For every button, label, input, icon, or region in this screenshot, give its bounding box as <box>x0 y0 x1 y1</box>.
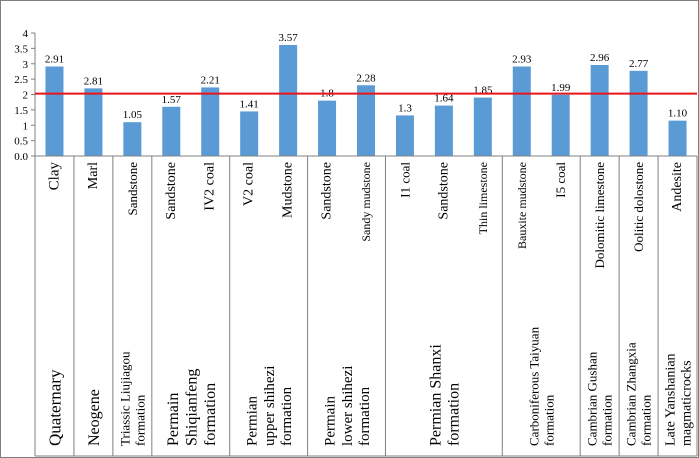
bar <box>45 66 64 156</box>
group-label: Triassic Liujiagouformation <box>117 351 147 446</box>
group-label: Permian Shanxiformation <box>427 344 462 446</box>
category-label: Mudstone <box>281 162 296 218</box>
category-label: Clay <box>46 162 62 191</box>
group-label: PermainShiqianfengformation <box>165 369 219 446</box>
data-label: 1.99 <box>551 82 571 94</box>
data-label: 1.05 <box>123 109 143 121</box>
y-tick-label: 1.5 <box>14 105 28 117</box>
data-label: 3.57 <box>278 32 298 44</box>
data-label: 1.85 <box>473 85 493 97</box>
group-label: Permainlower shiheziformation <box>323 366 374 446</box>
data-label: 2.91 <box>45 54 64 66</box>
category-table-lines <box>34 155 698 457</box>
category-labels: Clay Marl Sandstone Sandstone IV2 coal V2 coa… <box>46 162 685 269</box>
bar <box>512 66 531 156</box>
category-label: Sandstone <box>164 162 179 220</box>
bar <box>434 105 453 156</box>
group-label: Permianupper shiheziformation <box>245 366 296 446</box>
bar <box>279 44 298 156</box>
data-label: 1.57 <box>162 94 182 106</box>
bar <box>201 87 220 156</box>
category-label: IV2 coal <box>203 162 218 211</box>
bar <box>551 94 570 156</box>
group-label: Cambrian Zhangxiaformation <box>624 342 654 446</box>
category-label: Sandstone <box>320 162 335 220</box>
data-label: 1.3 <box>398 102 412 114</box>
bar <box>395 115 414 156</box>
y-tick-label: 3.5 <box>14 43 28 55</box>
y-tick-label: 0.5 <box>14 136 28 148</box>
data-label: 1.10 <box>668 108 688 120</box>
category-label: I1 coal <box>397 162 412 198</box>
y-tick-label: 4 <box>23 28 29 40</box>
group-label: Cambrian Gushanformation <box>585 351 615 446</box>
y-tick-label: 2.5 <box>14 74 28 86</box>
group-label: Late Yanshanianmagmaticrocks <box>663 353 694 446</box>
category-label: V2 coal <box>242 162 257 206</box>
bar <box>162 106 181 156</box>
group-label: Quaternary <box>45 369 64 446</box>
y-tick-label: 1 <box>23 120 29 132</box>
bar <box>318 100 337 156</box>
bar <box>357 85 375 156</box>
category-label: Andesite <box>670 162 685 212</box>
category-label: Bauxite mudstone <box>515 162 529 249</box>
bar <box>123 122 142 156</box>
category-label: I5 coal <box>553 162 568 198</box>
data-label: 2.93 <box>512 54 532 66</box>
group-label: Carboniferous Taiyuanformation <box>526 326 556 446</box>
y-tick-label: 2 <box>23 90 29 102</box>
y-tick-label: 0.0 <box>14 151 28 163</box>
data-label: 2.28 <box>356 72 376 84</box>
bar <box>668 120 687 156</box>
data-label: 1.41 <box>240 98 259 110</box>
bars <box>45 44 687 156</box>
data-label: 2.77 <box>629 58 649 70</box>
group-label: Neogene <box>86 389 103 446</box>
category-label: Sandstone <box>436 162 451 220</box>
data-label: 2.21 <box>201 74 220 86</box>
group-labels: Quaternary Neogene Triassic Liujiagouforma… <box>45 326 694 446</box>
category-label: Marl <box>86 162 101 189</box>
y-tick-label: 3 <box>23 59 29 71</box>
category-label: Thin limestone <box>476 162 490 234</box>
bar <box>473 97 492 156</box>
category-label: Dolomitic limestone <box>592 162 607 269</box>
bar <box>240 111 259 156</box>
data-label: 1.64 <box>434 93 454 105</box>
data-labels: 2.912.811.051.572.211.413.571.82.281.31.… <box>45 32 688 121</box>
bar <box>629 70 648 156</box>
category-label: Oolitic dolostone <box>631 162 646 252</box>
bar <box>84 88 103 156</box>
bar <box>590 64 609 156</box>
category-label: Sandstone <box>125 162 140 216</box>
data-label: 2.96 <box>590 52 610 64</box>
category-label: Sandy mudstone <box>359 162 373 242</box>
data-label: 2.81 <box>84 75 103 87</box>
